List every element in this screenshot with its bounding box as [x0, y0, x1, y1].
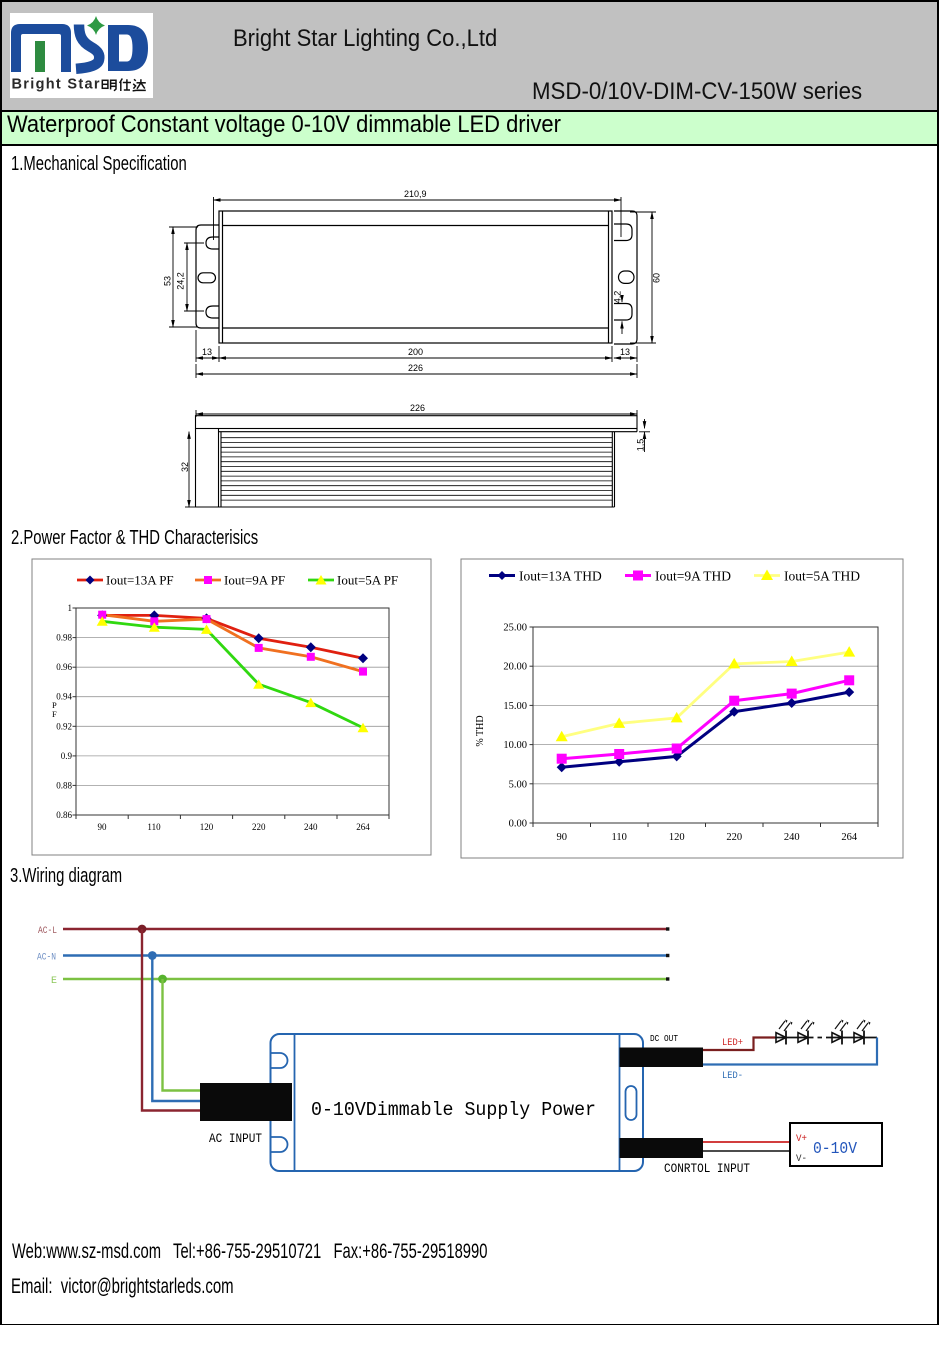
svg-text:0.00: 0.00 [509, 819, 527, 830]
svg-text:220: 220 [252, 822, 266, 832]
svg-text:226: 226 [408, 363, 423, 373]
svg-text:0.92: 0.92 [56, 721, 72, 731]
svg-text:110: 110 [147, 822, 161, 832]
svg-text:LED-: LED- [722, 1070, 743, 1082]
svg-text:120: 120 [669, 832, 685, 843]
svg-text:13: 13 [620, 347, 630, 357]
svg-text:240: 240 [304, 822, 318, 832]
svg-text:0.98: 0.98 [56, 633, 72, 643]
svg-text:E: E [51, 976, 57, 987]
svg-text:53: 53 [162, 276, 172, 286]
svg-text:AC-L: AC-L [38, 926, 57, 937]
svg-text:% THD: % THD [475, 715, 486, 746]
svg-text:Iout=13A THD: Iout=13A THD [519, 569, 602, 584]
svg-text:F: F [52, 709, 57, 719]
svg-text:4,2: 4,2 [612, 291, 622, 304]
svg-text:25.00: 25.00 [503, 623, 527, 634]
svg-text:1: 1 [68, 603, 73, 613]
svg-text:V+: V+ [796, 1134, 807, 1145]
svg-text:Iout=5A PF: Iout=5A PF [337, 573, 398, 588]
svg-text:24,2: 24,2 [175, 272, 185, 290]
svg-text:AC-N: AC-N [37, 953, 56, 964]
svg-text:32: 32 [180, 462, 190, 472]
svg-text:V-: V- [796, 1154, 807, 1165]
svg-text:60: 60 [651, 273, 661, 283]
svg-text:90: 90 [556, 832, 567, 843]
svg-text:Bright Star: Bright Star [12, 77, 100, 93]
svg-text:LED+: LED+ [722, 1037, 743, 1049]
svg-text:Iout=9A THD: Iout=9A THD [655, 569, 731, 584]
svg-text:Iout=5A THD: Iout=5A THD [784, 569, 860, 584]
svg-text:P: P [52, 700, 57, 710]
svg-text:0.9: 0.9 [61, 751, 73, 761]
svg-text:0.96: 0.96 [56, 662, 72, 672]
svg-text:200: 200 [408, 347, 423, 357]
svg-text:220: 220 [726, 832, 742, 843]
svg-text:0.86: 0.86 [56, 810, 72, 820]
svg-text:90: 90 [98, 822, 108, 832]
svg-text:13: 13 [202, 347, 212, 357]
svg-text:15.00: 15.00 [503, 701, 527, 712]
svg-text:5.00: 5.00 [509, 779, 527, 790]
svg-text:264: 264 [356, 822, 370, 832]
svg-text:20.00: 20.00 [503, 662, 527, 673]
svg-text:226: 226 [410, 403, 425, 413]
svg-text:0-10VDimmable Supply Power: 0-10VDimmable Supply Power [311, 1099, 596, 1121]
svg-text:0.88: 0.88 [56, 780, 72, 790]
svg-text:Iout=13A PF: Iout=13A PF [106, 573, 174, 588]
svg-text:Iout=9A PF: Iout=9A PF [224, 573, 285, 588]
svg-text:110: 110 [612, 832, 627, 843]
svg-text:0-10V: 0-10V [813, 1140, 858, 1159]
svg-text:CONRTOL INPUT: CONRTOL INPUT [664, 1161, 750, 1176]
svg-text:1,5: 1,5 [635, 439, 645, 452]
svg-text:240: 240 [784, 832, 800, 843]
svg-text:210,9: 210,9 [404, 189, 427, 199]
svg-text:DC OUT: DC OUT [650, 1034, 679, 1044]
svg-text:120: 120 [200, 822, 214, 832]
svg-text:AC INPUT: AC INPUT [209, 1131, 262, 1146]
svg-text:0.94: 0.94 [56, 692, 72, 702]
svg-text:264: 264 [841, 832, 858, 843]
svg-text:10.00: 10.00 [503, 740, 527, 751]
